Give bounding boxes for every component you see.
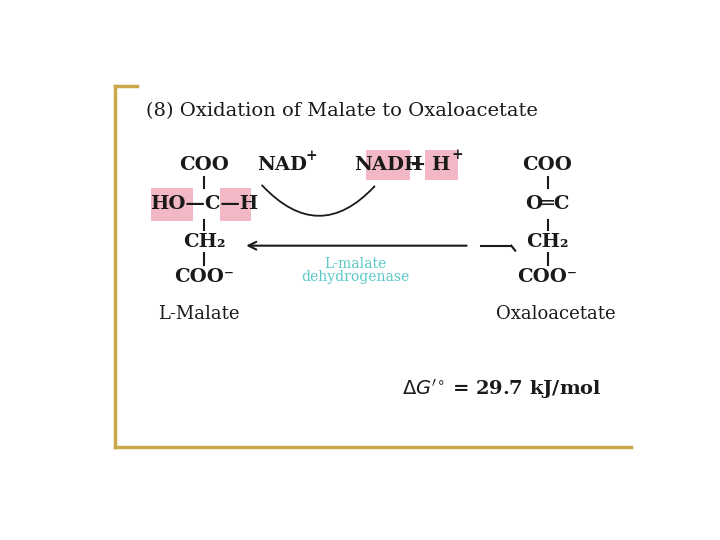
Text: COO: COO <box>523 156 572 173</box>
Bar <box>425 151 458 180</box>
Bar <box>366 151 410 180</box>
Text: COO⁻: COO⁻ <box>518 268 577 286</box>
Text: COO⁻: COO⁻ <box>174 268 235 286</box>
FancyArrowPatch shape <box>262 185 374 216</box>
Text: CH₂: CH₂ <box>183 233 225 251</box>
Text: NAD: NAD <box>258 156 307 173</box>
Text: COO: COO <box>179 156 230 173</box>
Text: (8) Oxidation of Malate to Oxaloacetate: (8) Oxidation of Malate to Oxaloacetate <box>145 102 538 120</box>
Text: O═C: O═C <box>526 195 570 213</box>
Text: Oxaloacetate: Oxaloacetate <box>496 305 616 323</box>
Text: HO—C—H: HO—C—H <box>150 195 258 213</box>
Text: CH₂: CH₂ <box>526 233 569 251</box>
Bar <box>220 188 251 221</box>
Text: dehydrogenase: dehydrogenase <box>301 270 409 284</box>
Text: +: + <box>306 149 318 163</box>
Text: +: + <box>451 148 463 163</box>
Text: L-malate: L-malate <box>324 258 386 272</box>
Text: $\Delta G'^{\circ}$ = 29.7 kJ/mol: $\Delta G'^{\circ}$ = 29.7 kJ/mol <box>402 377 602 401</box>
Text: L-Malate: L-Malate <box>158 305 240 323</box>
Text: NADH: NADH <box>354 156 423 173</box>
Bar <box>151 188 193 221</box>
Text: H: H <box>431 156 449 173</box>
Text: +: + <box>403 156 433 173</box>
